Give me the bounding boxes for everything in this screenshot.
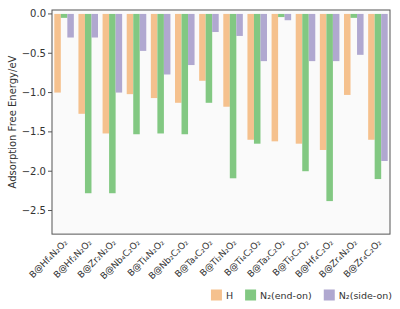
bar <box>375 14 382 179</box>
bar <box>320 14 327 150</box>
bar <box>247 14 254 140</box>
bar <box>254 14 261 144</box>
bar <box>151 14 158 98</box>
x-tick-label: B@Zr₄C₂O₂ <box>342 237 384 279</box>
y-tick <box>48 53 52 54</box>
bar <box>78 14 85 114</box>
bar <box>368 14 375 140</box>
bar <box>296 14 303 144</box>
bar <box>302 14 309 171</box>
y-tick <box>48 13 52 14</box>
bar <box>103 14 110 134</box>
bar <box>67 14 74 38</box>
bar <box>188 14 195 65</box>
legend-swatch <box>245 290 256 301</box>
chart-svg: B@Hf₄N₂O₂B@Hf₂N₂O₂B@Zr₂N₂O₂B@Nb₄C₂O₂B@Ti… <box>0 0 400 309</box>
legend-label: H <box>226 290 233 301</box>
bar <box>140 14 147 51</box>
bar <box>333 14 340 61</box>
bar <box>109 14 116 193</box>
chart-container: B@Hf₄N₂O₂B@Hf₂N₂O₂B@Zr₂N₂O₂B@Nb₄C₂O₂B@Ti… <box>0 0 400 309</box>
bar <box>157 14 164 134</box>
y-tick <box>48 210 52 211</box>
bar <box>344 14 351 95</box>
bar <box>309 14 316 61</box>
bar <box>182 14 189 134</box>
bar <box>175 14 182 103</box>
bar <box>272 14 279 141</box>
bar <box>260 14 267 61</box>
legend-swatch <box>324 290 335 301</box>
bar <box>199 14 206 81</box>
bar <box>381 14 388 161</box>
bar <box>230 14 237 178</box>
y-tick-label: −0.5 <box>22 48 46 59</box>
y-axis-label: Adsorption Free Energy/eV <box>8 55 19 188</box>
bars <box>54 14 387 201</box>
y-tick-label: −2.0 <box>22 166 46 177</box>
bar <box>351 14 358 18</box>
plot-background <box>52 10 390 234</box>
y-tick-label: −2.5 <box>22 205 46 216</box>
bar <box>164 14 171 75</box>
plot-frame <box>52 10 390 234</box>
bar <box>54 14 61 93</box>
bar <box>285 14 292 20</box>
bar <box>85 14 92 193</box>
bar <box>278 14 285 17</box>
bar <box>212 14 219 32</box>
bar <box>116 14 123 93</box>
bar <box>91 14 98 38</box>
bar <box>127 14 134 94</box>
legend: H N₂(end-on) N₂(side-on) <box>211 290 392 301</box>
bar <box>61 14 68 18</box>
legend-label: N₂(end-on) <box>260 290 312 301</box>
y-tick-label: −1.5 <box>22 126 46 137</box>
bar <box>133 14 140 134</box>
bar <box>206 14 213 103</box>
y-tick <box>48 92 52 93</box>
bar <box>326 14 333 201</box>
legend-swatch <box>211 290 222 301</box>
y-tick <box>48 171 52 172</box>
bar <box>357 14 364 55</box>
legend-label: N₂(side-on) <box>339 290 392 301</box>
y-tick <box>48 131 52 132</box>
y-tick-label: −1.0 <box>22 87 46 98</box>
bar <box>223 14 230 107</box>
y-tick-label: 0.0 <box>30 8 46 19</box>
bar <box>236 14 243 36</box>
